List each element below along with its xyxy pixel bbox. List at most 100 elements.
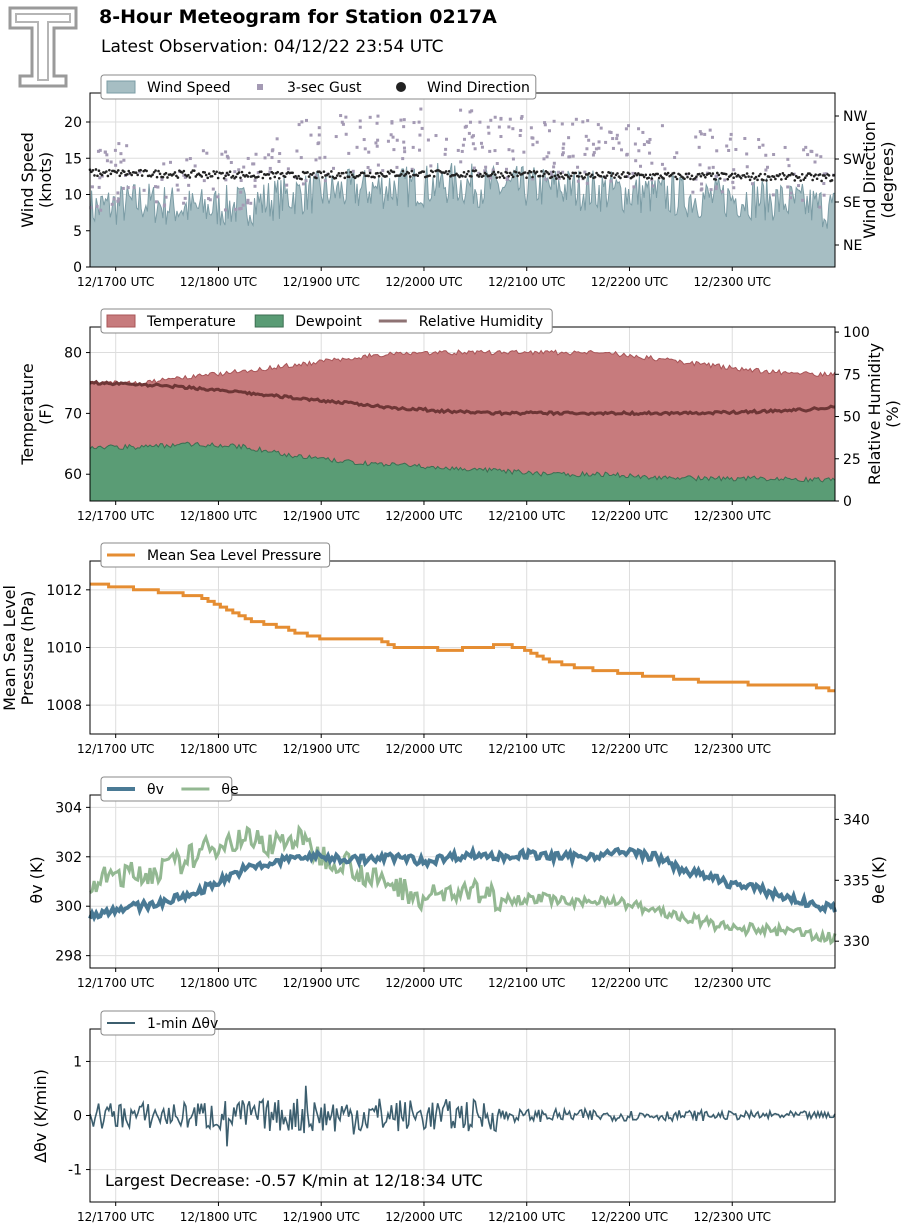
direction-point xyxy=(203,171,207,174)
direction-point xyxy=(827,174,831,177)
direction-point xyxy=(577,175,581,178)
y2-tick-label: 50 xyxy=(843,410,861,426)
gust-point xyxy=(518,134,522,138)
x-tick-label: 12/2000 UTC xyxy=(385,1210,462,1224)
direction-point xyxy=(392,170,396,174)
direction-point xyxy=(207,172,211,176)
gust-point xyxy=(642,143,646,147)
direction-point xyxy=(559,172,563,175)
gust-point xyxy=(182,173,186,177)
direction-point xyxy=(182,169,186,173)
direction-point xyxy=(145,169,148,173)
direction-point xyxy=(610,174,613,178)
gust-point xyxy=(611,137,615,141)
y2-tick-label: NW xyxy=(843,109,867,125)
gust-point xyxy=(634,159,638,163)
logo-icon xyxy=(8,6,78,88)
direction-point xyxy=(781,172,785,175)
direction-point xyxy=(814,173,817,176)
gust-point xyxy=(597,140,601,144)
legend-item: Wind Speed xyxy=(106,80,231,96)
direction-point xyxy=(590,173,594,177)
gust-point xyxy=(822,193,826,197)
direction-point xyxy=(750,175,753,179)
direction-point xyxy=(578,171,582,175)
direction-point xyxy=(739,176,743,180)
direction-point xyxy=(312,171,315,175)
direction-point xyxy=(151,173,154,177)
x-tick-label: 12/2100 UTC xyxy=(488,976,565,990)
gust-point xyxy=(531,177,535,181)
direction-point xyxy=(119,171,123,175)
gust-point xyxy=(698,130,702,134)
gust-point xyxy=(249,201,253,205)
y-tick-label: 15 xyxy=(64,151,82,167)
y-tick-label: 1008 xyxy=(46,698,82,714)
gust-point xyxy=(318,156,322,160)
gust-point xyxy=(399,118,403,122)
x-tick-label: 12/1900 UTC xyxy=(282,509,359,523)
direction-point xyxy=(252,174,256,178)
gust-point xyxy=(486,125,490,129)
direction-point xyxy=(601,171,604,174)
gust-point xyxy=(547,151,551,155)
gust-point xyxy=(205,151,209,155)
y2-tick-label: 330 xyxy=(843,934,870,950)
direction-point xyxy=(556,173,560,177)
gust-point xyxy=(660,124,664,128)
gust-point xyxy=(263,156,267,160)
gust-point xyxy=(271,148,275,152)
gust-point xyxy=(625,152,629,156)
gust-point xyxy=(720,190,724,194)
direction-point xyxy=(619,176,622,180)
legend-label: Wind Speed xyxy=(147,80,231,96)
direction-point xyxy=(562,177,566,180)
direction-point xyxy=(751,172,755,175)
direction-point xyxy=(783,174,786,177)
gust-point xyxy=(511,149,515,153)
gust-point xyxy=(410,167,414,171)
direction-point xyxy=(334,176,338,180)
gust-point xyxy=(470,109,474,113)
direction-point xyxy=(446,172,449,176)
direction-point xyxy=(803,176,807,180)
legend-item: 1-min Δθv xyxy=(107,1016,218,1032)
x-tick-label: 12/2000 UTC xyxy=(385,976,462,990)
y2-axis-label-line: Relative Humidity xyxy=(865,343,884,485)
gust-point xyxy=(468,110,472,114)
gust-point xyxy=(239,190,243,194)
gust-point xyxy=(480,145,484,149)
gust-point xyxy=(456,148,460,152)
y-axis-label-line: θv (K) xyxy=(27,856,46,903)
gust-point xyxy=(390,120,394,124)
gust-point xyxy=(493,115,497,119)
gust-point xyxy=(711,165,715,169)
gust-point xyxy=(464,124,468,128)
x-tick-label: 12/1800 UTC xyxy=(180,742,257,756)
gust-point xyxy=(599,126,603,130)
direction-point xyxy=(745,172,749,175)
gust-point xyxy=(507,148,511,152)
gust-point xyxy=(268,166,272,170)
legend-item: Relative Humidity xyxy=(378,314,543,330)
y2-tick-label: 100 xyxy=(843,325,870,341)
gust-point xyxy=(709,188,713,192)
gust-point xyxy=(362,138,366,142)
y-axis-label: θv (K) xyxy=(27,856,46,903)
direction-point xyxy=(593,175,597,179)
gust-point xyxy=(571,154,575,158)
direction-point xyxy=(793,179,797,182)
direction-point xyxy=(532,170,536,173)
gust-point xyxy=(462,137,466,141)
direction-point xyxy=(789,173,792,177)
direction-point xyxy=(599,175,603,178)
direction-point xyxy=(569,174,573,178)
gust-point xyxy=(631,171,635,175)
direction-point xyxy=(491,172,494,176)
y2-tick-label: SE xyxy=(843,195,861,211)
gust-point xyxy=(547,129,551,133)
direction-point xyxy=(100,173,104,177)
direction-point xyxy=(552,170,555,174)
legend-item: θe xyxy=(181,782,239,798)
gust-point xyxy=(818,205,822,209)
